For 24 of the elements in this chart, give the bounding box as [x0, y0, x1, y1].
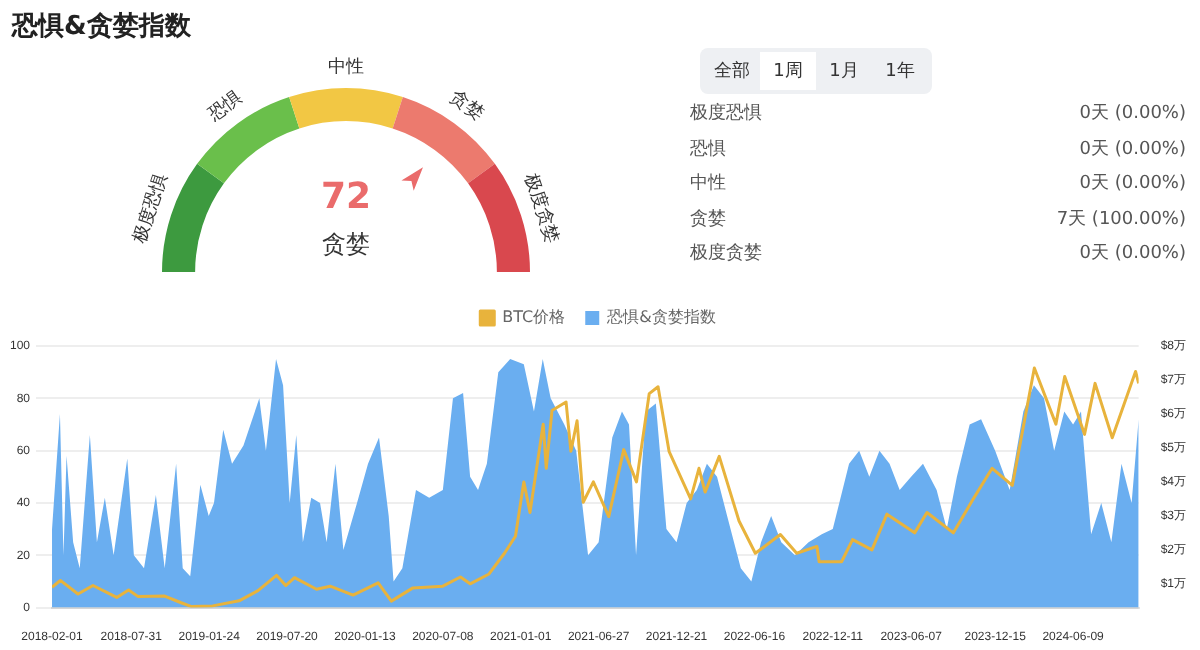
slice-label: 极度恐惧: [128, 170, 173, 249]
text: 0天 (0.00%): [1079, 102, 1186, 126]
legend-label: BTC价格: [502, 308, 566, 327]
text: 0天 (0.00%): [1079, 172, 1186, 196]
text: 贪婪: [690, 207, 726, 231]
text: 0天 (0.00%): [1079, 137, 1186, 161]
text: 1年: [883, 59, 917, 86]
text: 贪婪: [322, 230, 370, 258]
text: 中性: [690, 171, 726, 196]
text: 全部: [712, 59, 752, 86]
slice-label: 极度贪婪: [519, 169, 563, 247]
legend-label: 恐惧&贪婪指数: [605, 308, 716, 327]
text: 7天 (100.00%): [1056, 207, 1186, 231]
text: 恐惧: [690, 137, 726, 161]
text: 1周: [760, 52, 816, 90]
text: 极度恐惧: [690, 101, 762, 126]
slice-label: 恐惧: [202, 86, 247, 127]
text: 极度贪婪: [690, 241, 762, 266]
text: 1月: [827, 60, 861, 86]
text: 0天 (0.00%): [1079, 242, 1186, 266]
slice-label: 中性: [328, 55, 364, 78]
slice-label: 贪婪: [445, 86, 488, 126]
chart-title: 恐惧&贪婪指数: [12, 10, 191, 44]
text: 72: [320, 176, 372, 218]
